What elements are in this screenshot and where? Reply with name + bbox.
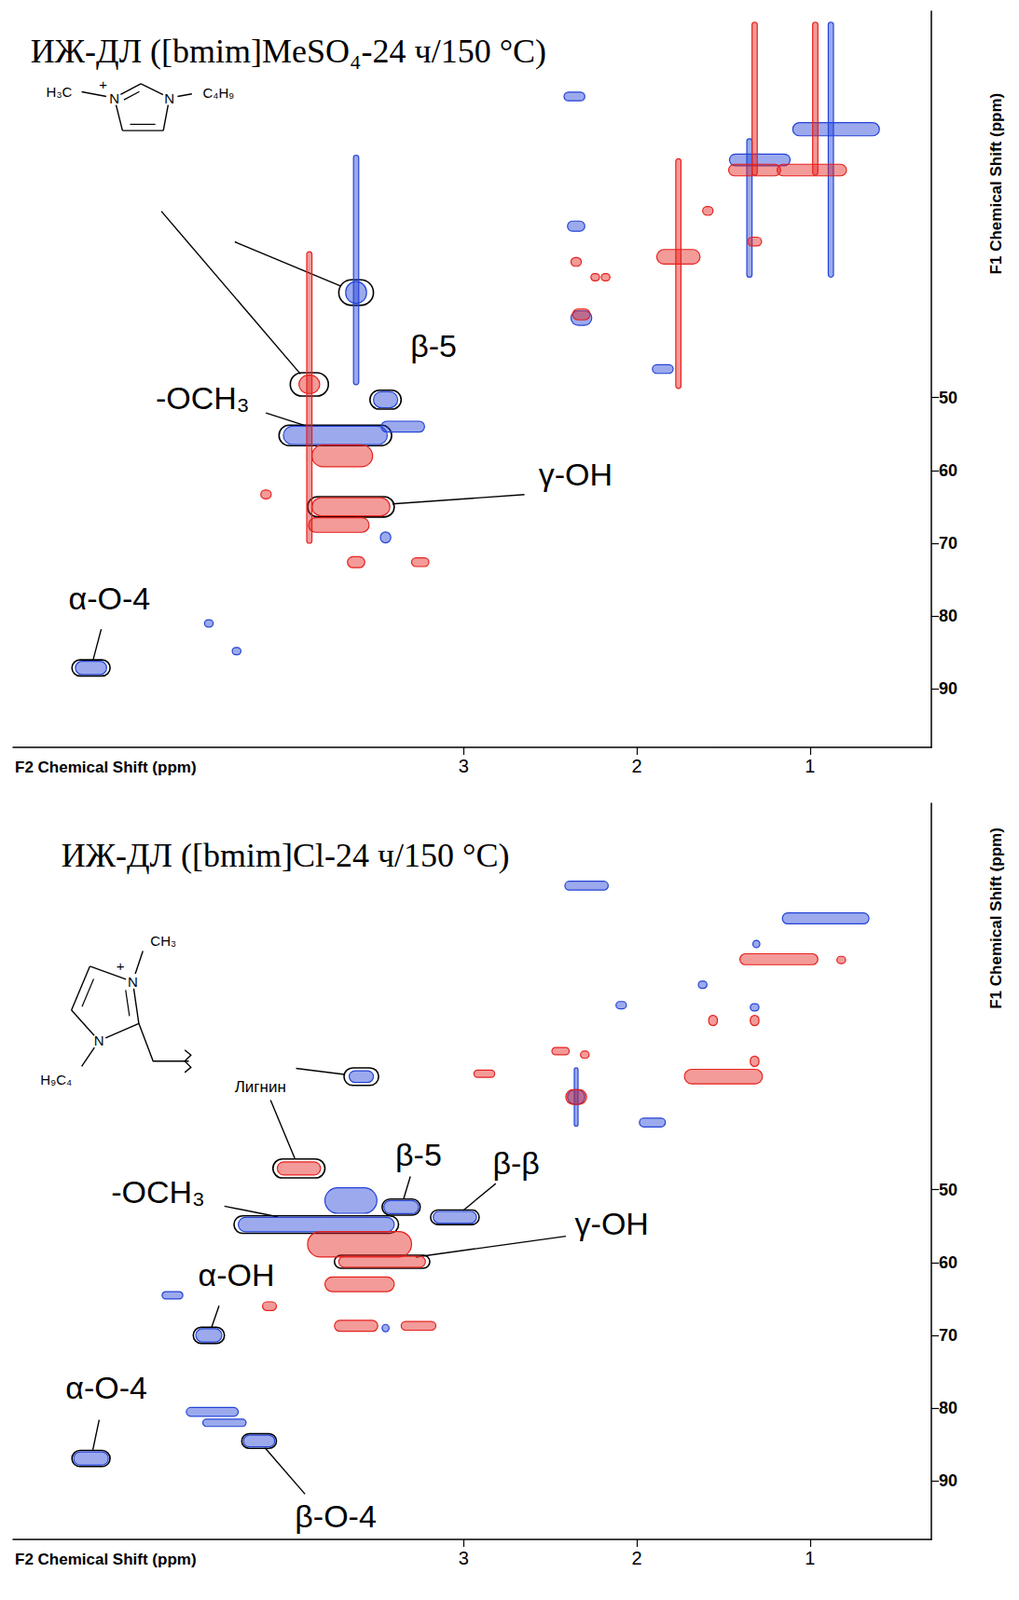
svg-text:ИЖ-ДЛ ([bmim]Cl-24 ч/150 °C): ИЖ-ДЛ ([bmim]Cl-24 ч/150 °C) bbox=[61, 837, 510, 875]
svg-text:2: 2 bbox=[631, 1548, 642, 1570]
svg-text:N: N bbox=[94, 1032, 105, 1049]
svg-text:60: 60 bbox=[938, 461, 958, 481]
svg-text:N: N bbox=[127, 974, 138, 991]
svg-text:γ-OH: γ-OH bbox=[538, 456, 613, 493]
svg-text:γ-OH: γ-OH bbox=[575, 1206, 649, 1242]
svg-text:α-O-4: α-O-4 bbox=[65, 1370, 148, 1406]
svg-text:-OCH₃: -OCH₃ bbox=[110, 1174, 206, 1211]
svg-text:F1 Chemical Shift (ppm): F1 Chemical Shift (ppm) bbox=[987, 827, 1006, 1010]
svg-text:+: + bbox=[116, 958, 125, 975]
svg-text:ИЖ-ДЛ ([bmim]MeSO₄-24 ч/150 °C: ИЖ-ДЛ ([bmim]MeSO₄-24 ч/150 °C) bbox=[30, 32, 547, 70]
svg-text:-OCH₃: -OCH₃ bbox=[155, 380, 250, 416]
svg-text:β-O-4: β-O-4 bbox=[294, 1499, 377, 1535]
svg-text:3: 3 bbox=[458, 756, 469, 777]
svg-text:N: N bbox=[164, 90, 175, 107]
svg-text:70: 70 bbox=[938, 534, 958, 553]
svg-text:F2 Chemical Shift (ppm): F2 Chemical Shift (ppm) bbox=[14, 758, 197, 777]
svg-text:α-OH: α-OH bbox=[198, 1257, 276, 1294]
svg-text:80: 80 bbox=[938, 1399, 958, 1419]
svg-text:90: 90 bbox=[938, 679, 958, 699]
svg-text:α-O-4: α-O-4 bbox=[68, 580, 152, 617]
svg-text:80: 80 bbox=[938, 606, 958, 626]
svg-text:β-5: β-5 bbox=[410, 328, 457, 364]
svg-text:70: 70 bbox=[938, 1326, 958, 1346]
svg-text:1: 1 bbox=[804, 1548, 815, 1570]
svg-text:N: N bbox=[109, 90, 120, 107]
svg-text:2: 2 bbox=[631, 756, 642, 777]
svg-text:1: 1 bbox=[804, 756, 815, 777]
svg-text:β-β: β-β bbox=[492, 1145, 539, 1182]
svg-text:F1 Chemical Shift (ppm): F1 Chemical Shift (ppm) bbox=[987, 93, 1006, 276]
svg-text:CH₃: CH₃ bbox=[150, 933, 177, 950]
svg-text:50: 50 bbox=[938, 1181, 958, 1200]
svg-text:Лигнин: Лигнин bbox=[234, 1078, 287, 1097]
svg-text:90: 90 bbox=[938, 1472, 958, 1491]
svg-text:F2 Chemical Shift (ppm): F2 Chemical Shift (ppm) bbox=[14, 1551, 197, 1570]
svg-text:β-5: β-5 bbox=[395, 1137, 442, 1173]
svg-text:+: + bbox=[98, 76, 108, 93]
svg-text:60: 60 bbox=[938, 1253, 958, 1273]
svg-text:C₄H₉: C₄H₉ bbox=[202, 84, 235, 101]
svg-text:H₉C₄: H₉C₄ bbox=[40, 1072, 72, 1088]
svg-text:3: 3 bbox=[458, 1548, 469, 1570]
svg-text:H₃C: H₃C bbox=[46, 83, 73, 100]
svg-text:50: 50 bbox=[938, 388, 958, 408]
